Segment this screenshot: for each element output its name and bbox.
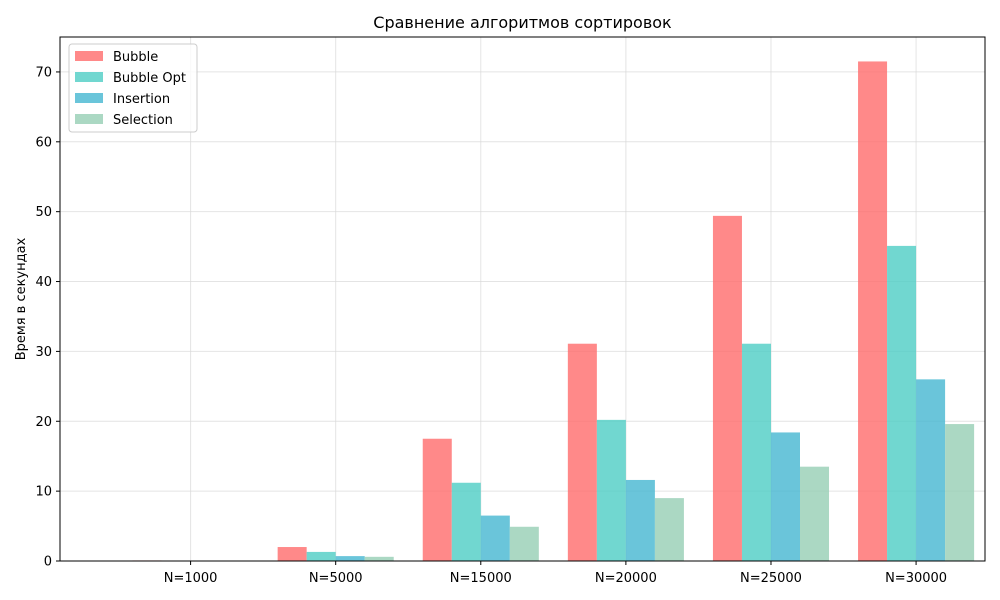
bar-selection [654, 498, 684, 561]
axis-ticks: 0 10 20 30 40 50 60 70 N=1000 N=5000 N=15000 N=2000… [35, 65, 947, 586]
bar-selection [800, 466, 830, 561]
x-tick-label: N=25000 [740, 571, 802, 586]
y-tick-label: 40 [35, 275, 52, 290]
y-tick-label: 20 [35, 415, 52, 430]
legend-swatch [75, 93, 103, 103]
x-tick-label: N=20000 [595, 571, 657, 586]
y-axis-label: Время в секундах [14, 237, 29, 360]
legend-label: Bubble Opt [113, 71, 186, 86]
bar-bubble-opt [451, 482, 481, 561]
bar-bubble-opt [306, 551, 336, 561]
bar-selection [364, 556, 394, 561]
y-tick-label: 10 [35, 485, 52, 500]
legend-swatch [75, 51, 103, 61]
bar-bubble-opt [887, 245, 917, 561]
y-tick-label: 70 [35, 65, 52, 80]
legend-label: Selection [113, 113, 173, 128]
bar-bubble [712, 215, 742, 561]
bar-insertion [625, 479, 655, 561]
x-tick-label: N=30000 [885, 571, 947, 586]
legend-box [68, 43, 198, 133]
y-tick-label: 50 [35, 205, 52, 220]
bar-bubble-opt [596, 419, 626, 561]
bar-bubble [858, 61, 888, 561]
bar-selection [509, 526, 539, 561]
bar-selection [945, 424, 975, 561]
bar-bubble [277, 547, 307, 561]
bar-insertion [480, 515, 510, 561]
bar-bubble-opt [741, 343, 771, 561]
bar-insertion [335, 556, 365, 561]
bar-bubble [567, 343, 597, 561]
legend-label: Bubble [113, 50, 158, 65]
y-tick-label: 60 [35, 135, 52, 150]
x-tick-label: N=5000 [309, 571, 363, 586]
bar-insertion [916, 379, 946, 561]
chart-title: Сравнение алгоритмов сортировок [373, 13, 672, 32]
grid [60, 37, 985, 562]
x-tick-label: N=15000 [450, 571, 512, 586]
bars [132, 61, 975, 561]
x-tick-label: N=1000 [164, 571, 218, 586]
y-tick-label: 30 [35, 345, 52, 360]
legend-label: Insertion [113, 92, 170, 107]
legend: Bubble Bubble Opt Insertion Selection [68, 43, 198, 133]
y-tick-label: 0 [44, 555, 52, 570]
plot-frame [59, 36, 986, 562]
legend-swatch [75, 114, 103, 124]
bar-insertion [770, 432, 800, 561]
legend-swatch [75, 72, 103, 82]
bar-bubble [422, 438, 452, 561]
